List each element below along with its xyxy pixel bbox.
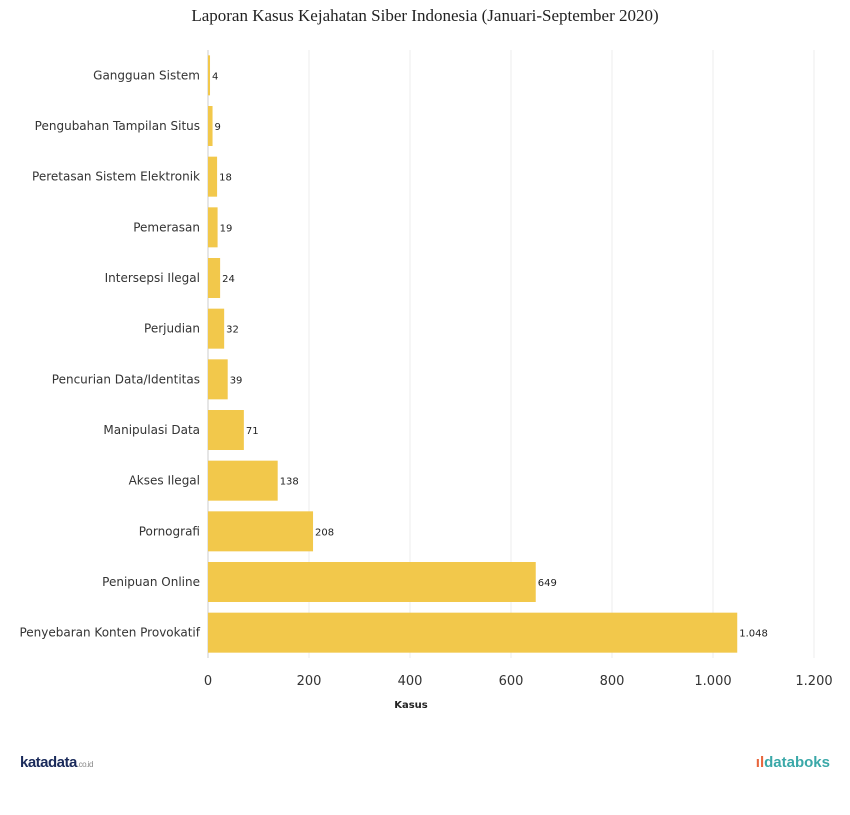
bar: [208, 308, 225, 349]
chart-title: Laporan Kasus Kejahatan Siber Indonesia …: [191, 6, 659, 25]
bar-chart: 0 200 400 600 800 1.000 1.200 Gangguan Sistem 4 P…: [19, 50, 833, 711]
x-tick-label: 600: [499, 674, 524, 689]
databoks-logo: ıldataboks: [755, 754, 830, 771]
data-label: 138: [280, 477, 299, 488]
data-label: 649: [538, 578, 557, 589]
category-label: Peretasan Sistem Elektronik: [32, 170, 200, 184]
katadata-logo: katadata.co.id: [20, 754, 94, 771]
bar: [208, 410, 244, 450]
category-label: Manipulasi Data: [103, 423, 200, 437]
data-label: 9: [215, 122, 221, 133]
category-label: Pornografi: [139, 524, 200, 538]
data-label: 24: [222, 274, 235, 285]
databoks-icon: ıl: [755, 754, 765, 771]
category-label: Pemerasan: [133, 220, 200, 234]
x-tick-label: 800: [600, 674, 625, 689]
category-label: Penipuan Online: [102, 575, 200, 589]
bar: [208, 612, 738, 653]
bar: [208, 359, 228, 400]
x-tick-label: 1.200: [795, 674, 832, 689]
bar: [208, 156, 218, 197]
x-tick-label: 0: [204, 674, 212, 689]
data-label: 208: [315, 527, 334, 538]
x-tick-label: 400: [398, 674, 423, 689]
data-label: 18: [219, 173, 232, 184]
data-label: 39: [230, 375, 243, 386]
category-label: Intersepsi Ilegal: [105, 271, 200, 285]
data-label: 71: [246, 426, 259, 437]
category-label: Pengubahan Tampilan Situs: [35, 119, 200, 133]
category-label: Gangguan Sistem: [93, 68, 200, 82]
data-label: 19: [220, 223, 233, 234]
x-tick-label: 1.000: [694, 674, 731, 689]
bar: [208, 106, 213, 146]
bar: [208, 460, 278, 501]
bar: [208, 55, 211, 96]
category-label: Perjudian: [144, 322, 200, 336]
category-label: Akses Ilegal: [129, 474, 200, 488]
data-label: 1.048: [739, 629, 768, 640]
x-tick-label: 200: [297, 674, 322, 689]
data-label: 32: [226, 325, 239, 336]
bar: [208, 207, 218, 248]
category-label: Penyebaran Konten Provokatif: [19, 626, 200, 640]
x-axis-label: Kasus: [394, 700, 428, 711]
bar: [208, 511, 314, 552]
data-label: 4: [212, 71, 218, 82]
bar: [208, 562, 536, 602]
category-label: Pencurian Data/Identitas: [52, 372, 200, 386]
bar: [208, 258, 221, 298]
